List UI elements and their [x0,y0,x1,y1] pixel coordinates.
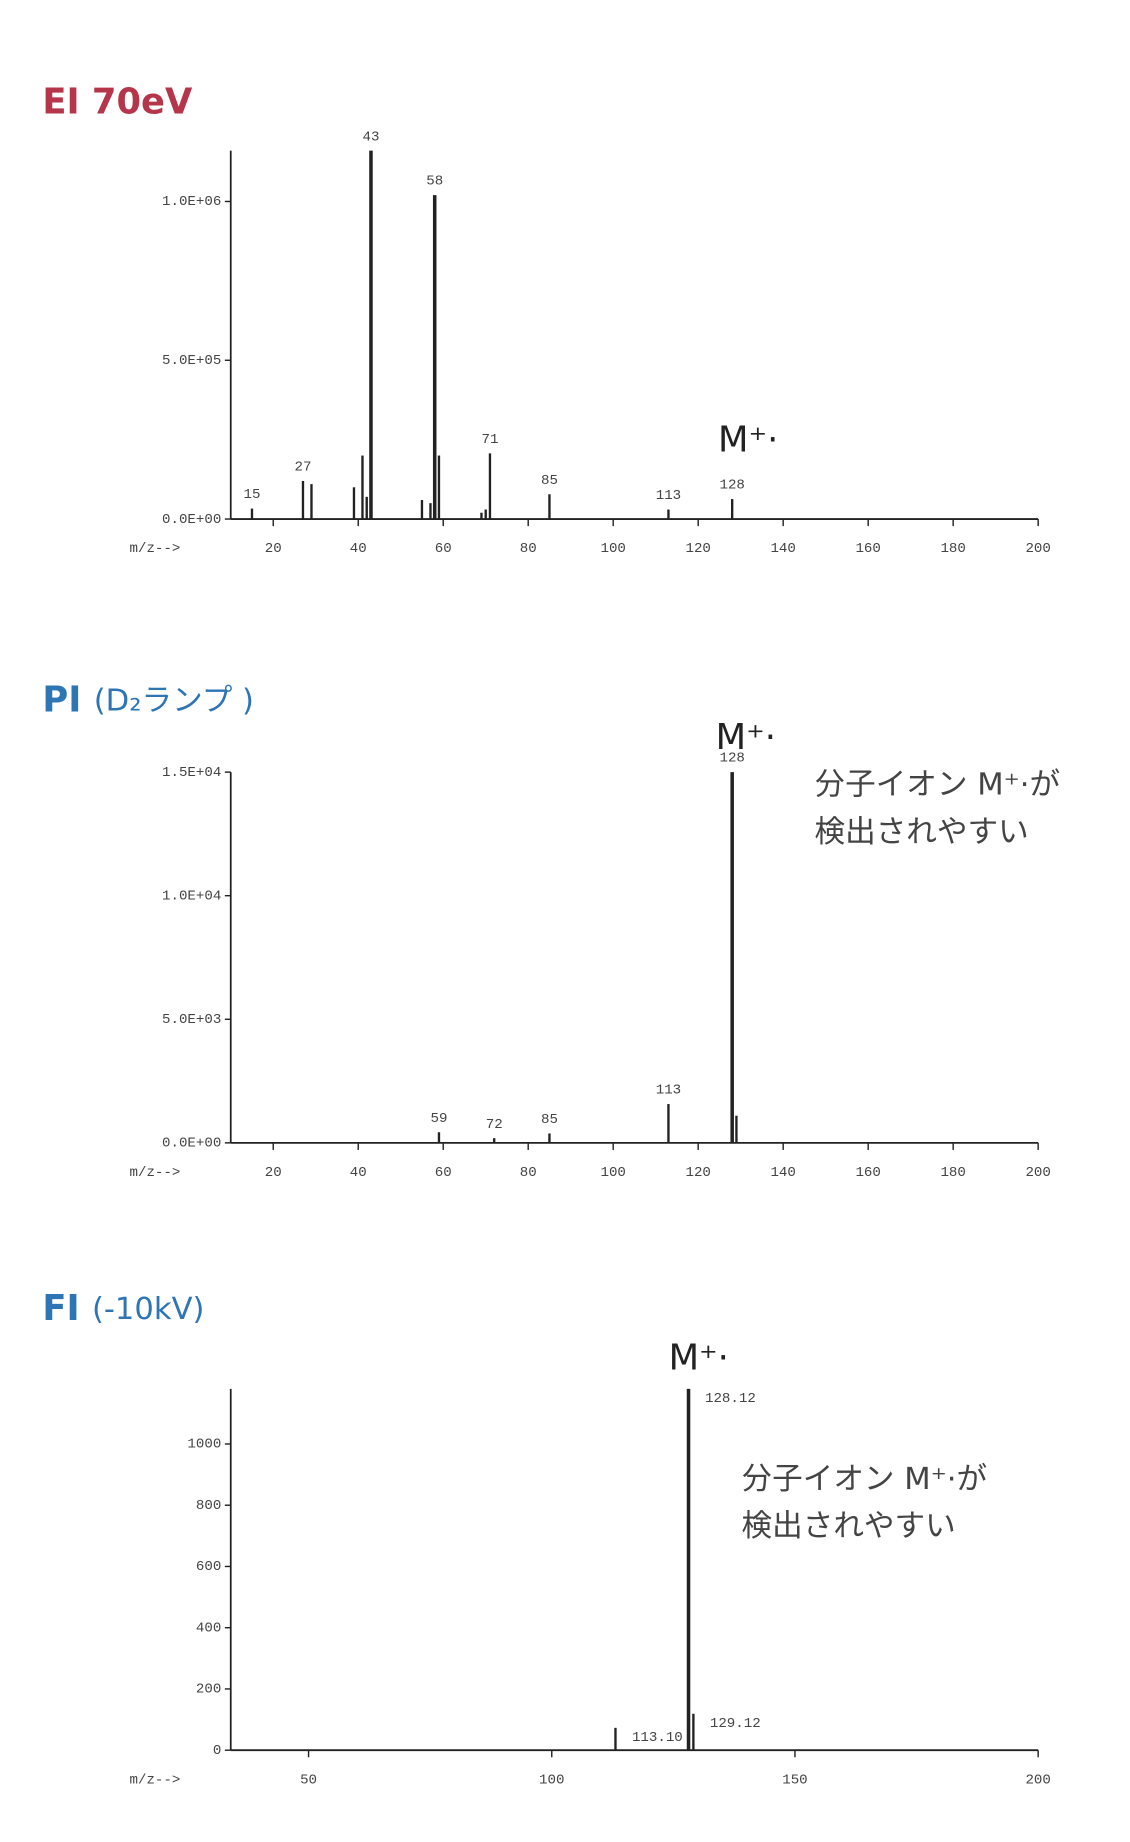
note: 検出されやすい [815,815,1029,850]
note: 検出されやすい [742,1509,956,1544]
note: 分子イオン M⁺·が [742,1462,988,1497]
x-tick-label: 180 [940,541,965,557]
peak-label: 27 [295,460,312,476]
peak-label: 129.12 [710,1716,761,1732]
title-main: EI 70eV [42,82,193,123]
x-tick-label: 100 [600,1165,625,1181]
y-tick-label: 400 [196,1620,221,1636]
x-tick-label: 150 [782,1772,807,1788]
peak-label: 71 [481,432,498,448]
y-tick-label: 0 [213,1743,221,1759]
peak-label: 15 [244,487,261,503]
x-tick-label: 40 [350,1165,367,1181]
y-tick-label: 0.0E+00 [162,512,221,528]
x-tick-label: 80 [520,541,537,557]
peak-label: 59 [430,1111,447,1127]
peak-label: 128 [719,751,744,767]
x-tick-label: 140 [770,1165,795,1181]
x-tick-label: 160 [855,541,880,557]
y-tick-label: 800 [196,1498,221,1514]
y-tick-label: 5.0E+03 [162,1012,221,1028]
x-tick-label: 200 [1025,1165,1050,1181]
x-axis-label: m/z--> [130,541,181,557]
y-tick-label: 1.0E+06 [162,194,221,210]
molecular-ion-label: M⁺· [669,1337,729,1378]
x-tick-label: 60 [435,1165,452,1181]
peak-label: 85 [541,473,558,489]
y-tick-label: 1000 [187,1437,221,1453]
molecular-ion-label: M⁺· [718,419,778,460]
x-tick-label: 80 [520,1165,537,1181]
x-tick-label: 120 [685,541,710,557]
peak-label: 113 [656,1083,681,1099]
peak-label: 128.12 [705,1391,756,1407]
x-tick-label: 100 [539,1772,564,1788]
x-tick-label: 50 [300,1772,317,1788]
peak-label: 128 [719,478,744,494]
x-tick-label: 160 [855,1165,880,1181]
x-axis-label: m/z--> [130,1165,181,1181]
y-tick-label: 1.0E+04 [162,888,221,904]
x-tick-label: 40 [350,541,367,557]
x-axis-label: m/z--> [130,1772,181,1788]
peak-label: 43 [363,129,380,145]
x-tick-label: 200 [1025,541,1050,557]
x-tick-label: 100 [600,541,625,557]
note: 分子イオン M⁺·が [815,768,1061,803]
y-tick-label: 0.0E+00 [162,1136,221,1152]
x-tick-label: 120 [685,1165,710,1181]
x-tick-label: 20 [265,541,282,557]
x-tick-label: 60 [435,541,452,557]
x-tick-label: 180 [940,1165,965,1181]
peak-label: 58 [426,174,443,190]
y-tick-label: 600 [196,1559,221,1575]
chart-title: PI (D₂ランプ ) [42,679,254,720]
title-main: PI [42,679,81,720]
molecular-ion-label: M⁺· [716,717,776,758]
peak-label: 113 [656,488,681,504]
x-tick-label: 20 [265,1165,282,1181]
peak-label: 113.10 [632,1730,683,1746]
chart-title: FI (-10kV) [42,1288,204,1329]
peak-label: 72 [486,1117,503,1133]
x-tick-label: 200 [1025,1772,1050,1788]
subtitle: (D₂ランプ ) [94,683,254,718]
y-tick-label: 5.0E+05 [162,353,221,369]
y-tick-label: 200 [196,1682,221,1698]
x-tick-label: 140 [770,541,795,557]
peak-label: 85 [541,1112,558,1128]
title-main: FI [42,1288,79,1329]
subtitle: (-10kV) [92,1291,204,1326]
y-tick-label: 1.5E+04 [162,765,221,781]
chart-title: EI 70eV [42,82,193,123]
